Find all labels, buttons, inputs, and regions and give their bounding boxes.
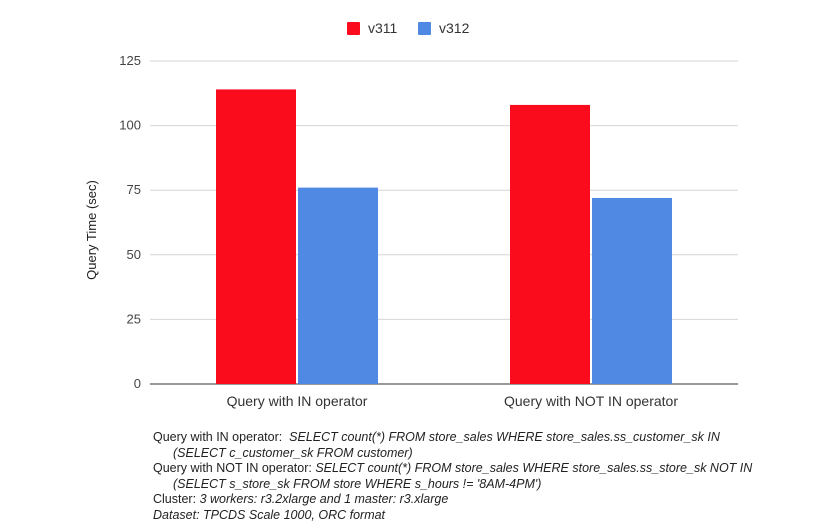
bar-v311-0 <box>216 89 296 384</box>
y-tick-label: 100 <box>119 118 141 133</box>
y-tick-label: 75 <box>127 182 141 197</box>
bars <box>216 89 672 384</box>
note-notin-query-text: SELECT count(*) FROM store_sales WHERE s… <box>315 461 753 476</box>
note-in-subquery-text: (SELECT c_customer_sk FROM customer) <box>173 445 413 460</box>
legend-swatch-v311 <box>347 22 360 35</box>
legend-swatch-v312 <box>418 22 431 35</box>
note-in-label: Query with IN operator: <box>153 430 283 444</box>
bar-v312-1 <box>592 197 672 384</box>
bar-v312-0 <box>298 187 378 384</box>
note-notin-subquery-text: (SELECT s_store_sk FROM store WHERE s_ho… <box>173 476 542 491</box>
y-tick-label: 125 <box>119 53 141 68</box>
note-notin-query-cont: (SELECT s_store_sk FROM store WHERE s_ho… <box>153 477 813 493</box>
bar-v311-1 <box>510 104 590 384</box>
note-in-query-cont: (SELECT c_customer_sk FROM customer) <box>153 446 813 462</box>
x-category-label: Query with NOT IN operator <box>504 393 678 409</box>
note-notin-label: Query with NOT IN operator: <box>153 461 312 476</box>
y-axis-title: Query Time (sec) <box>84 180 99 280</box>
note-dataset-value: Dataset: TPCDS Scale 1000, ORC format <box>153 507 386 522</box>
bar-chart: v311 v312 0 25 50 75 100 125 Query with IN ope… <box>84 20 738 409</box>
x-category-label: Query with IN operator <box>227 393 368 409</box>
y-tick-label: 50 <box>127 247 141 262</box>
legend: v311 v312 <box>347 20 470 36</box>
legend-label-v311: v311 <box>368 20 398 36</box>
note-in-query: Query with IN operator: SELECT count(*) … <box>153 430 813 446</box>
chart-notes: Query with IN operator: SELECT count(*) … <box>153 430 813 524</box>
y-tick-label: 25 <box>127 311 141 326</box>
note-cluster-value: 3 workers: r3.2xlarge and 1 master: r3.x… <box>199 492 449 507</box>
note-in-query-text: SELECT count(*) FROM store_sales WHERE s… <box>289 430 720 444</box>
note-notin-query: Query with NOT IN operator: SELECT count… <box>153 461 813 477</box>
note-cluster-label: Cluster: <box>153 492 197 507</box>
legend-label-v312: v312 <box>439 20 470 36</box>
y-axis-ticks: 0 25 50 75 100 125 <box>119 53 141 391</box>
note-cluster: Cluster: 3 workers: r3.2xlarge and 1 mas… <box>153 492 813 508</box>
note-dataset: Dataset: TPCDS Scale 1000, ORC format <box>153 508 813 524</box>
y-tick-label: 0 <box>134 376 141 391</box>
x-axis-labels: Query with IN operator Query with NOT IN … <box>227 393 679 409</box>
